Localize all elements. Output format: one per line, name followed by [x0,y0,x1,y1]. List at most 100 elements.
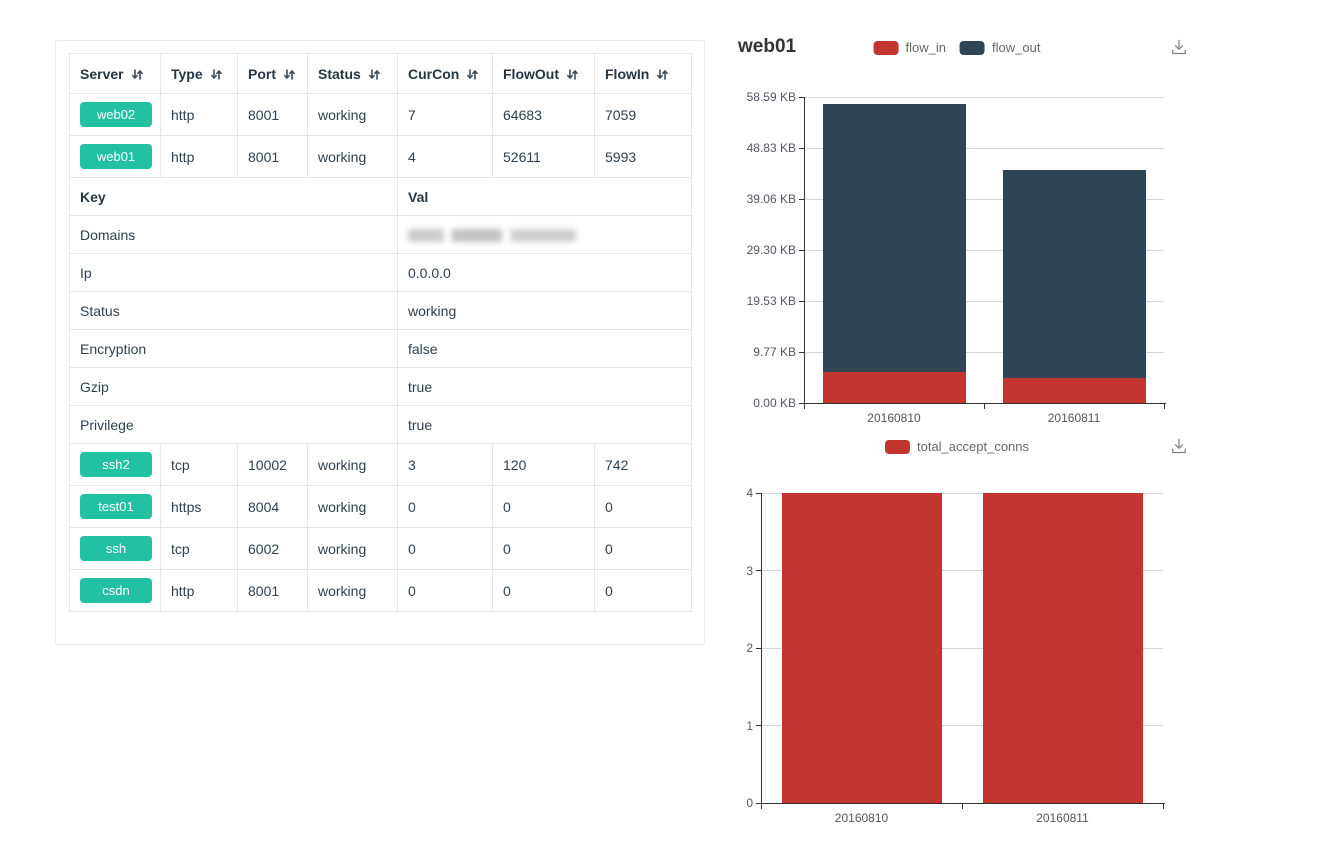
bar-segment-total_accept_conns [781,493,942,803]
column-label: FlowOut [503,65,559,82]
cell: 0 [397,485,493,528]
server-cell: ssh2 [69,443,161,486]
y-axis-tick [799,351,804,353]
table-row: csdn http 8001 working 0 0 0 [69,569,692,612]
y-gridline [804,249,1164,251]
server-button-web02[interactable]: web02 [80,102,152,127]
y-axis-label: 9.77 KB [753,345,796,359]
cell: 0 [492,485,595,528]
column-header-flowin[interactable]: FlowIn [594,53,692,94]
x-axis-label: 20160810 [834,811,889,825]
legend-swatch [873,40,899,55]
column-header-content: Port [248,66,296,82]
redacted-value [408,229,576,243]
cell: http [160,93,238,136]
legend-label: total_accept_conns [916,439,1030,454]
server-cell: web02 [69,93,161,136]
y-gridline [804,300,1164,302]
server-table-panel: Server Type Port Status CurCon FlowOut FlowIn w… [55,40,705,645]
column-header-content: Type [171,66,223,82]
server-cell: test01 [69,485,161,528]
server-button-ssh2[interactable]: ssh2 [80,452,152,477]
legend: total_accept_conns [884,439,1030,454]
y-gridline [761,570,1163,571]
cell: 5993 [594,135,692,178]
bar-segment-flow_in [822,372,966,403]
y-axis-label: 29.30 KB [746,243,796,257]
legend-swatch [884,439,910,454]
download-icon[interactable] [1170,437,1188,455]
cell: 0 [594,569,692,612]
y-axis-line [761,493,762,803]
download-icon[interactable] [1170,38,1188,56]
server-cell: csdn [69,569,161,612]
server-button-ssh[interactable]: ssh [80,536,152,561]
y-axis-tick [799,96,804,98]
bar-segment-flow_in [1002,377,1146,403]
legend-item-flow_out[interactable]: flow_out [960,40,1040,55]
bar-segment-flow_out [1002,169,1146,378]
kv-value [397,215,692,254]
server-button-web01[interactable]: web01 [80,144,152,169]
sort-icon [368,68,381,81]
cell: http [160,135,238,178]
server-table: Server Type Port Status CurCon FlowOut FlowIn w… [69,53,692,612]
cell: 8001 [237,93,308,136]
cell: 0 [492,527,595,570]
table-row: ssh tcp 6002 working 0 0 0 [69,527,692,570]
server-cell: web01 [69,135,161,178]
cell: tcp [160,443,238,486]
kv-row: Privilege true [69,405,692,444]
y-axis-label: 0 [746,796,753,810]
column-header-port[interactable]: Port [237,53,308,94]
kv-value: working [397,291,692,330]
cell: 0 [594,527,692,570]
y-axis-label: 2 [746,641,753,655]
column-header-content: CurCon [408,66,479,82]
x-axis-tick [961,804,963,809]
cell: 8004 [237,485,308,528]
cell: 7059 [594,93,692,136]
server-cell: ssh [69,527,161,570]
column-header-curcon[interactable]: CurCon [397,53,493,94]
bar-segment-total_accept_conns [982,493,1143,803]
y-gridline [804,147,1164,149]
legend-item-flow_in[interactable]: flow_in [873,40,947,55]
x-axis-tick [1162,804,1164,809]
kv-key: Gzip [69,367,398,406]
y-gridline [804,96,1164,98]
kv-key-header: Key [69,177,398,216]
column-header-type[interactable]: Type [160,53,238,94]
server-button-test01[interactable]: test01 [80,494,152,519]
column-header-status[interactable]: Status [307,53,398,94]
x-axis-tick [1163,404,1165,409]
y-axis-label: 58.59 KB [746,90,796,104]
chart-title: web01 [738,36,797,57]
legend-label: flow_in [905,40,947,55]
y-axis-tick [756,570,761,571]
table-header-row: Server Type Port Status CurCon FlowOut FlowIn [69,53,692,94]
y-axis-label: 48.83 KB [746,141,796,155]
cell: 742 [594,443,692,486]
column-header-flowout[interactable]: FlowOut [492,53,595,94]
kv-row: Ip 0.0.0.0 [69,253,692,292]
cell: working [307,527,398,570]
kv-row: Domains [69,215,692,254]
cell: 3 [397,443,493,486]
column-header-content: Status [318,66,381,82]
x-axis-label: 20160811 [1036,811,1089,825]
column-header-server[interactable]: Server [69,53,161,94]
kv-value: 0.0.0.0 [397,253,692,292]
y-axis-label: 4 [746,486,753,500]
y-axis-tick [756,647,761,649]
y-axis-tick [756,725,761,726]
legend-item-total_accept_conns[interactable]: total_accept_conns [884,439,1030,454]
server-button-csdn[interactable]: csdn [80,578,152,603]
cell: 10002 [237,443,308,486]
y-axis-label: 39.06 KB [746,192,796,206]
y-axis-tick [756,802,761,804]
sort-icon [131,68,144,81]
x-axis-line [761,803,1165,804]
kv-key: Ip [69,253,398,292]
